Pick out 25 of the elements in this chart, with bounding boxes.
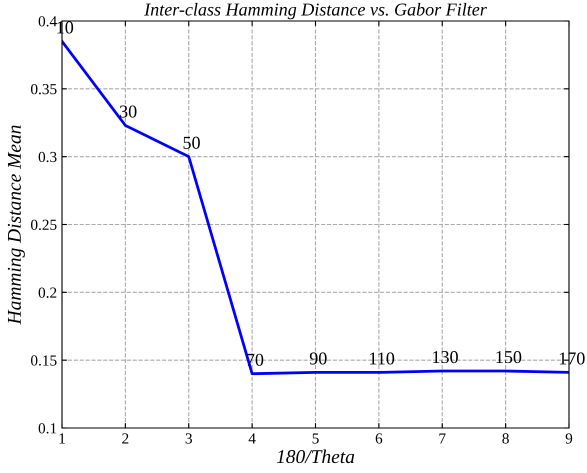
x-tick-label: 7: [439, 433, 446, 444]
x-tick-label: 5: [312, 433, 319, 444]
y-tick-label: 0.2: [38, 287, 56, 298]
x-tick-label: 6: [376, 433, 382, 444]
annotation: 130: [433, 351, 458, 364]
y-axis-title: Hamming Distance Mean: [8, 125, 25, 325]
y-tick-label: 0.35: [30, 84, 57, 94]
annotation: 90: [310, 352, 327, 365]
y-tick-label: 0.4: [38, 16, 57, 27]
x-axis-title: 180/Theta: [276, 449, 354, 464]
y-tick-label: 0.3: [38, 152, 57, 162]
y-tick-label: 0.1: [38, 423, 56, 434]
x-tick-label: 9: [566, 433, 572, 444]
annotation: 150: [496, 351, 522, 364]
x-tick-label: 1: [60, 433, 65, 444]
annotation: 50: [184, 136, 200, 149]
x-tick-label: 2: [122, 433, 128, 444]
x-tick-label: 4: [248, 433, 256, 444]
annotation: 110: [370, 352, 394, 365]
y-tick-label: 0.15: [30, 355, 57, 366]
y-tick-label: 0.25: [30, 220, 57, 230]
x-tick-label: 3: [186, 433, 192, 444]
x-tick-label: 8: [502, 433, 509, 444]
annotation: 30: [120, 105, 136, 118]
chart-title: Inter-class Hamming Distance vs. Gabor Filter: [144, 2, 487, 20]
